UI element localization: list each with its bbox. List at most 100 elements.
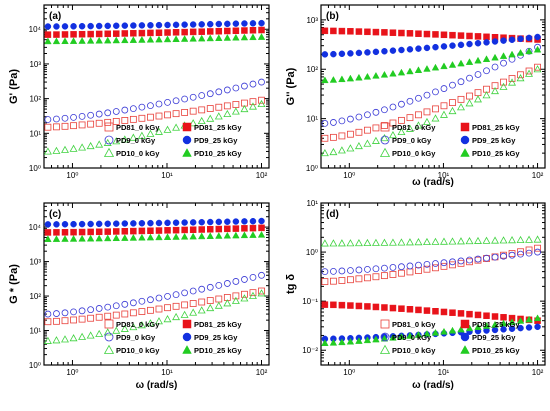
data-point [483,67,490,75]
data-point [372,303,380,311]
data-point [130,22,137,29]
x-tick-label: 10¹ [161,368,173,377]
data-point [337,146,346,154]
data-point [346,239,355,247]
data-point [121,22,129,29]
data-point [86,234,95,242]
data-point [87,22,94,30]
legend-label: PD9_25 kGy [472,333,516,342]
data-point [440,308,448,316]
data-point [440,31,448,39]
data-point [78,332,87,340]
data-point [215,34,223,41]
data-point [86,331,95,339]
data-point [534,63,541,71]
data-point [43,147,52,155]
data-point [449,309,456,316]
data-point [491,53,499,61]
data-point [189,28,197,36]
data-point [355,266,363,274]
legend-marker [460,135,470,145]
data-point [406,46,414,53]
x-tick-label: 10⁰ [343,171,355,180]
data-point [474,56,482,64]
data-point [53,115,60,123]
data-point [330,277,337,285]
data-point [525,67,533,75]
data-point [241,276,248,283]
data-point [431,63,440,71]
data-point [398,263,405,271]
data-point [474,311,482,319]
data-point [249,27,257,34]
data-point [206,303,215,312]
data-point [95,313,103,321]
data-point [69,37,78,44]
x-axis-label: ω (rad/s) [412,177,454,188]
data-point [508,318,516,326]
data-point [483,39,490,46]
y-tick-label: 10² [306,65,318,74]
data-point [112,234,120,242]
data-point [330,267,337,275]
data-point [87,220,94,228]
x-tick-label: 10⁰ [66,368,78,377]
data-point [223,299,232,307]
y-tick-label: 10⁴ [29,25,42,34]
data-point [172,110,180,118]
series-pd9-25-kgy [321,33,541,58]
data-point [338,277,346,284]
data-point [215,295,223,303]
data-point [381,29,388,36]
data-point [87,228,94,236]
data-point [517,71,524,79]
y-tick-label: 10⁰ [29,164,41,173]
data-point [389,333,397,341]
legend-marker [182,319,192,329]
data-point [189,34,197,42]
data-point [240,294,249,302]
data-point [70,31,77,38]
data-point [172,302,180,310]
legend-label: PD81_0 kGy [392,123,436,132]
data-point [215,281,223,289]
data-point [257,99,266,108]
data-point [189,119,198,127]
data-point [61,37,69,45]
data-point [223,86,231,94]
data-point [321,301,329,308]
data-point [104,30,111,38]
y-tick-label: 10² [29,292,41,301]
legend-marker [182,122,192,132]
data-point [405,124,414,132]
data-point [138,227,146,235]
data-point [389,103,397,111]
data-point [525,69,534,77]
data-point [215,103,223,111]
data-point [104,118,112,126]
legend-label: PD9_0 kGy [392,333,432,342]
data-point [138,114,146,122]
data-point [69,334,78,342]
data-point [53,221,60,228]
data-point [121,106,129,114]
data-point [232,292,240,300]
data-point [432,88,439,96]
data-point [491,38,499,45]
legend-label: PD9_0 kGy [392,136,432,145]
plot-frame [43,4,270,169]
data-point [138,22,146,29]
data-point [181,95,189,103]
data-point [491,313,499,320]
data-point [197,306,206,314]
data-point [355,113,363,121]
data-point [155,233,163,241]
data-point [329,75,338,83]
legend-label: PD10_25 kGy [194,149,242,158]
data-point [231,296,240,304]
x-tick-label: 10⁰ [343,368,355,377]
data-point [381,122,388,129]
data-point [197,232,206,240]
data-point [112,137,121,145]
x-axis-label: ω (rad/s) [412,380,454,391]
